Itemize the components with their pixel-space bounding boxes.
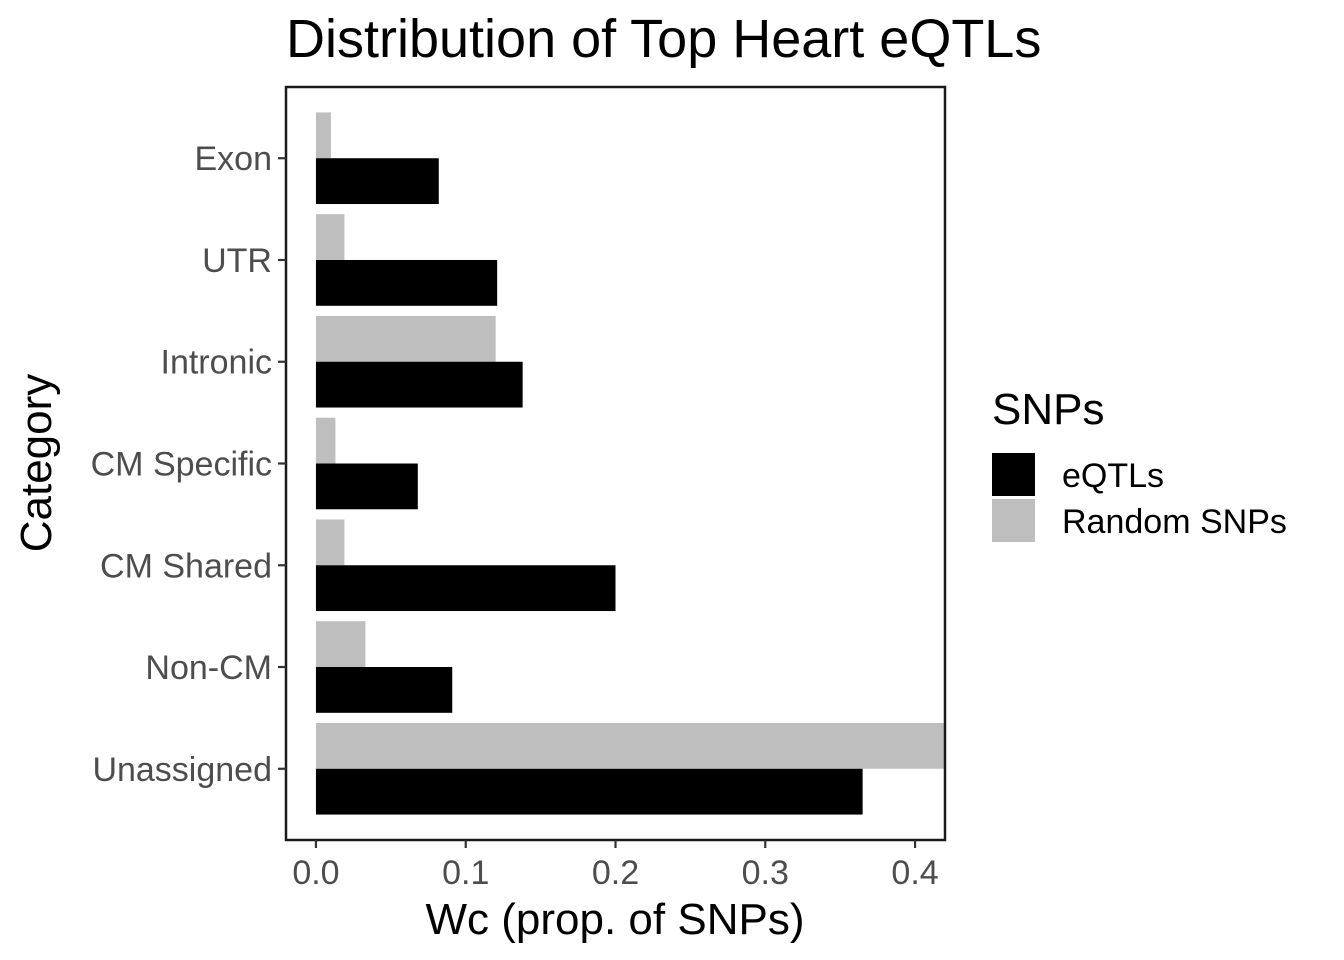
bar-random-cm-specific: [315, 417, 336, 464]
x-tick-label: 0.1: [442, 854, 489, 892]
bar-eqtl-exon: [315, 158, 439, 205]
bar-random-intronic: [315, 315, 496, 362]
legend: SNPs eQTLs Random SNPs: [992, 385, 1287, 542]
x-tick-label: 0.0: [292, 854, 339, 892]
bar-eqtl-non-cm: [315, 667, 453, 713]
bar-random-unassigned: [315, 722, 945, 769]
x-tick-label: 0.3: [742, 854, 789, 892]
bar-eqtl-unassigned: [315, 768, 863, 815]
y-tick-label-intronic: Intronic: [161, 344, 273, 382]
y-tick-label-utr: UTR: [202, 242, 272, 280]
chart-title: Distribution of Top Heart eQTLs: [286, 9, 1041, 69]
x-tick-label: 0.4: [891, 854, 938, 892]
bar-eqtl-cm-shared: [315, 565, 616, 612]
legend-key-eqtls: [992, 453, 1035, 496]
legend-label-random-snps: Random SNPs: [1062, 503, 1287, 541]
y-axis-title: Category: [12, 374, 61, 553]
legend-title: SNPs: [992, 385, 1104, 434]
bar-random-cm-shared: [315, 519, 345, 566]
bar-random-non-cm: [315, 621, 366, 668]
x-tick-label: 0.2: [592, 854, 639, 892]
bar-eqtl-cm-specific: [315, 463, 418, 510]
y-tick-label-non-cm: Non-CM: [145, 649, 272, 687]
x-axis-title: Wc (prop. of SNPs): [426, 895, 805, 944]
y-tick-label-exon: Exon: [195, 140, 273, 178]
legend-items: eQTLs Random SNPs: [992, 453, 1287, 542]
bar-random-exon: [315, 112, 331, 159]
legend-key-random-snps: [992, 499, 1035, 542]
bar-eqtl-utr: [315, 259, 498, 306]
bars-group: [315, 112, 945, 815]
y-axis: Exon UTR Intronic CM Specific CM Shared Non-C…: [91, 140, 286, 789]
y-tick-label-cm-specific: CM Specific: [91, 446, 272, 484]
legend-label-eqtls: eQTLs: [1062, 457, 1164, 495]
x-axis: 0.0 0.1 0.2 0.3 0.4: [292, 840, 939, 892]
bar-eqtl-intronic: [315, 361, 523, 408]
bar-random-utr: [315, 214, 345, 260]
y-tick-label-cm-shared: CM Shared: [100, 547, 272, 585]
y-tick-label-unassigned: Unassigned: [92, 751, 272, 789]
